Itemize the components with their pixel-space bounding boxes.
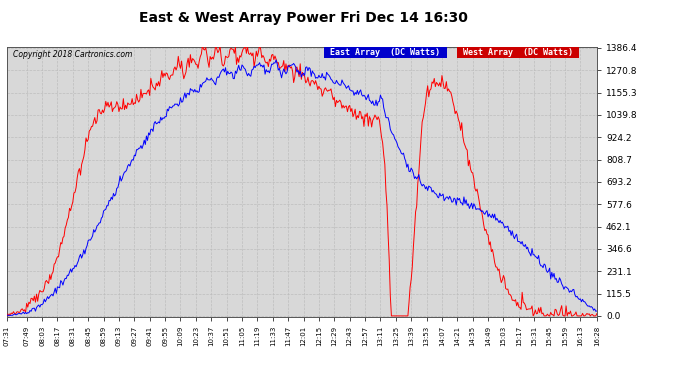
Text: East & West Array Power Fri Dec 14 16:30: East & West Array Power Fri Dec 14 16:30 [139, 11, 468, 25]
Text: Copyright 2018 Cartronics.com: Copyright 2018 Cartronics.com [13, 50, 132, 58]
Text: West Array  (DC Watts): West Array (DC Watts) [458, 48, 578, 57]
Text: East Array  (DC Watts): East Array (DC Watts) [326, 48, 446, 57]
